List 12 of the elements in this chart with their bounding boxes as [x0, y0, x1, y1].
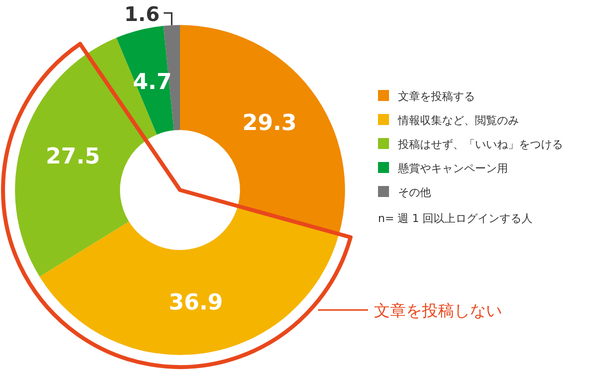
- text: 文章を投稿しない: [374, 301, 502, 320]
- legend-label: 懸賞やキャンペーン用: [397, 162, 508, 175]
- legend-label: その他: [398, 186, 431, 199]
- data-label: 4.7: [132, 70, 172, 95]
- legend-label: 投稿はせず、「いいね」をつける: [397, 138, 563, 151]
- data-label: 36.9: [168, 290, 223, 316]
- legend-label: 情報収集など、閲覧のみ: [397, 114, 519, 127]
- text: n= 週 1 回以上ログインする人: [378, 212, 533, 225]
- data-label: 29.3: [242, 110, 297, 136]
- data-label: 27.5: [46, 144, 100, 170]
- legend-label: 文章を投稿する: [398, 90, 475, 103]
- data-label: 1.6: [124, 2, 160, 26]
